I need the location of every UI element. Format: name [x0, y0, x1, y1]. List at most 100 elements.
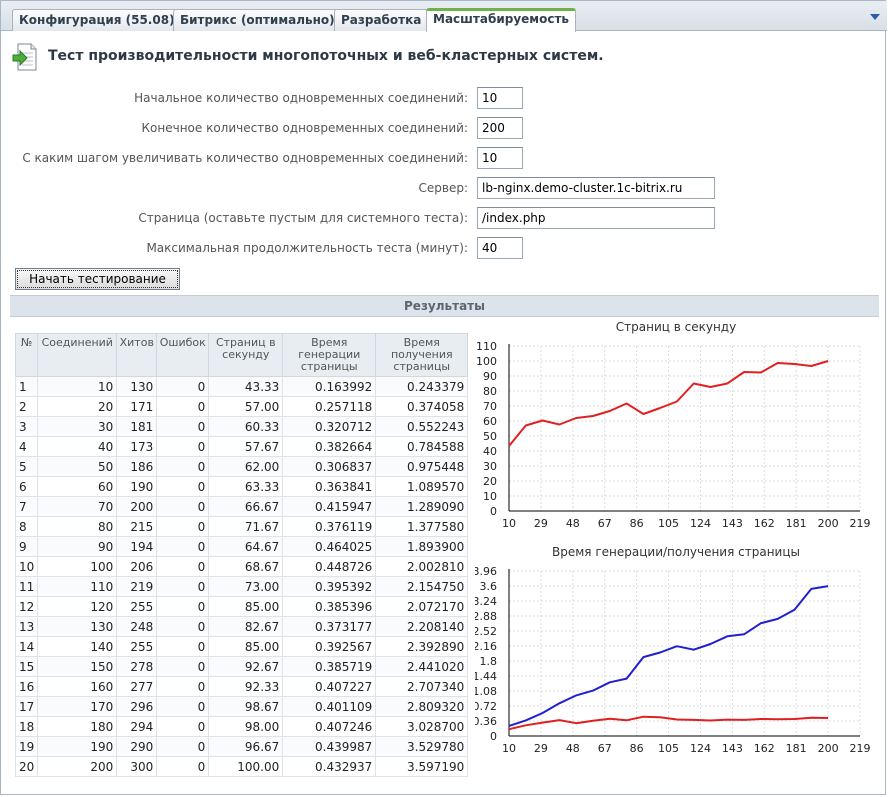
tab-bar: Конфигурация (55.08) Битрикс (оптимально…	[1, 1, 887, 32]
table-cell: 0.385719	[282, 656, 377, 677]
table-cell: 0	[156, 556, 210, 577]
table-cell: 215	[116, 516, 158, 537]
table-cell: 85.00	[208, 596, 284, 617]
table-cell: 0	[156, 656, 210, 677]
form-row-step: С каким шагом увеличивать количество одн…	[1, 147, 887, 171]
table-cell: 2	[14, 396, 39, 417]
table-row: 11 110 219 0 73.00 0.395392 2.154750	[14, 576, 469, 597]
start-connections-label: Начальное количество одновременных соеди…	[134, 91, 468, 105]
table-cell: 71.67	[208, 516, 284, 537]
table-cell: 190	[116, 476, 158, 497]
x-tick-label: 219	[850, 742, 871, 755]
table-cell: 160	[37, 676, 118, 697]
x-tick-label: 162	[754, 742, 775, 755]
table-cell: 20	[14, 756, 39, 777]
table-cell: 170	[37, 696, 118, 717]
table-cell: 85.00	[208, 636, 284, 657]
x-tick-label: 48	[566, 517, 580, 530]
table-cell: 68.67	[208, 556, 284, 577]
form-row-server: Сервер:	[1, 177, 887, 201]
chart-pages-per-second: 0 10 20 30 40 50 60 70 80 90 100 110 10 29 48 67 86 105 12…	[475, 334, 876, 534]
table-cell: 0	[156, 376, 210, 397]
table-cell: 0.975448	[375, 456, 469, 477]
x-tick-label: 162	[754, 517, 775, 530]
table-row: 16 160 277 0 92.33 0.407227 2.707340	[14, 676, 469, 697]
table-cell: 96.67	[208, 736, 284, 757]
start-connections-input[interactable]	[477, 87, 523, 109]
step-input[interactable]	[477, 147, 523, 169]
y-tick-label: 50	[483, 430, 497, 443]
table-row: 12 120 255 0 85.00 0.385396 2.072170	[14, 596, 469, 617]
table-cell: 200	[116, 496, 158, 517]
col-header-errors: Ошибок	[156, 333, 210, 377]
table-cell: 0	[156, 716, 210, 737]
table-cell: 0.552243	[375, 416, 469, 437]
table-cell: 64.67	[208, 536, 284, 557]
y-tick-label: 80	[483, 385, 497, 398]
table-row: 15 150 278 0 92.67 0.385719 2.441020	[14, 656, 469, 677]
table-cell: 0	[156, 576, 210, 597]
y-tick-label: 1.8	[480, 655, 498, 668]
x-tick-label: 105	[658, 517, 679, 530]
x-tick-label: 86	[630, 742, 644, 755]
server-input[interactable]	[477, 177, 715, 199]
y-tick-label: 2.52	[475, 625, 497, 638]
col-header-generation-time: Время генерации страницы	[282, 333, 377, 377]
x-tick-label: 219	[850, 517, 871, 530]
table-cell: 98.67	[208, 696, 284, 717]
duration-input[interactable]	[477, 237, 523, 259]
table-cell: 0.432937	[282, 756, 377, 777]
tabs-menu-arrow-icon[interactable]	[870, 14, 880, 20]
y-tick-label: 30	[483, 460, 497, 473]
table-row: 13 130 248 0 82.67 0.373177 2.208140	[14, 616, 469, 637]
page-title: Тест производительности многопоточных и …	[48, 48, 604, 64]
table-cell: 43.33	[208, 376, 284, 397]
table-cell: 57.00	[208, 396, 284, 417]
table-cell: 98.00	[208, 716, 284, 737]
tab-scalability[interactable]: Масштабируемость	[426, 8, 576, 32]
table-row: 19 190 290 0 96.67 0.439987 3.529780	[14, 736, 469, 757]
table-cell: 0	[156, 736, 210, 757]
table-cell: 0.385396	[282, 596, 377, 617]
table-cell: 11	[14, 576, 39, 597]
table-cell: 278	[116, 656, 158, 677]
table-cell: 0	[156, 696, 210, 717]
table-cell: 3.529780	[375, 736, 469, 757]
x-tick-label: 200	[818, 517, 839, 530]
table-cell: 0.374058	[375, 396, 469, 417]
page-input[interactable]	[477, 207, 715, 229]
table-cell: 0	[156, 516, 210, 537]
table-cell: 0	[156, 496, 210, 517]
col-header-connections: Соединений	[37, 333, 118, 377]
table-cell: 60	[37, 476, 118, 497]
table-cell: 92.33	[208, 676, 284, 697]
end-connections-input[interactable]	[477, 117, 523, 139]
table-row: 2 20 171 0 57.00 0.257118 0.374058	[14, 396, 469, 417]
x-tick-label: 48	[566, 742, 580, 755]
table-row: 9 90 194 0 64.67 0.464025 1.893900	[14, 536, 469, 557]
table-cell: 2.441020	[375, 656, 469, 677]
table-cell: 130	[37, 616, 118, 637]
tab-bitrix-optimal[interactable]: Битрикс (оптимально)	[173, 9, 342, 31]
table-cell: 3.597190	[375, 756, 469, 777]
tab-development[interactable]: Разработка	[334, 9, 429, 31]
start-testing-button[interactable]: Начать тестирование	[15, 268, 180, 290]
col-header-index: №	[14, 333, 39, 377]
table-cell: 0.257118	[282, 396, 377, 417]
table-cell: 2.002810	[375, 556, 469, 577]
y-tick-label: 3.24	[475, 595, 497, 608]
table-cell: 0.243379	[375, 376, 469, 397]
table-row: 6 60 190 0 63.33 0.363841 1.089570	[14, 476, 469, 497]
table-cell: 100	[37, 556, 118, 577]
table-cell: 0	[156, 476, 210, 497]
form-row-end-connections: Конечное количество одновременных соедин…	[1, 117, 887, 141]
tab-configuration[interactable]: Конфигурация (55.08)	[12, 9, 182, 31]
table-cell: 180	[37, 716, 118, 737]
table-cell: 206	[116, 556, 158, 577]
table-row: 1 10 130 0 43.33 0.163992 0.243379	[14, 376, 469, 397]
col-header-receive-time: Время получения страницы	[375, 333, 469, 377]
table-cell: 296	[116, 696, 158, 717]
duration-label: Максимальная продолжительность теста (ми…	[146, 241, 468, 255]
end-connections-label: Конечное количество одновременных соедин…	[141, 121, 468, 135]
